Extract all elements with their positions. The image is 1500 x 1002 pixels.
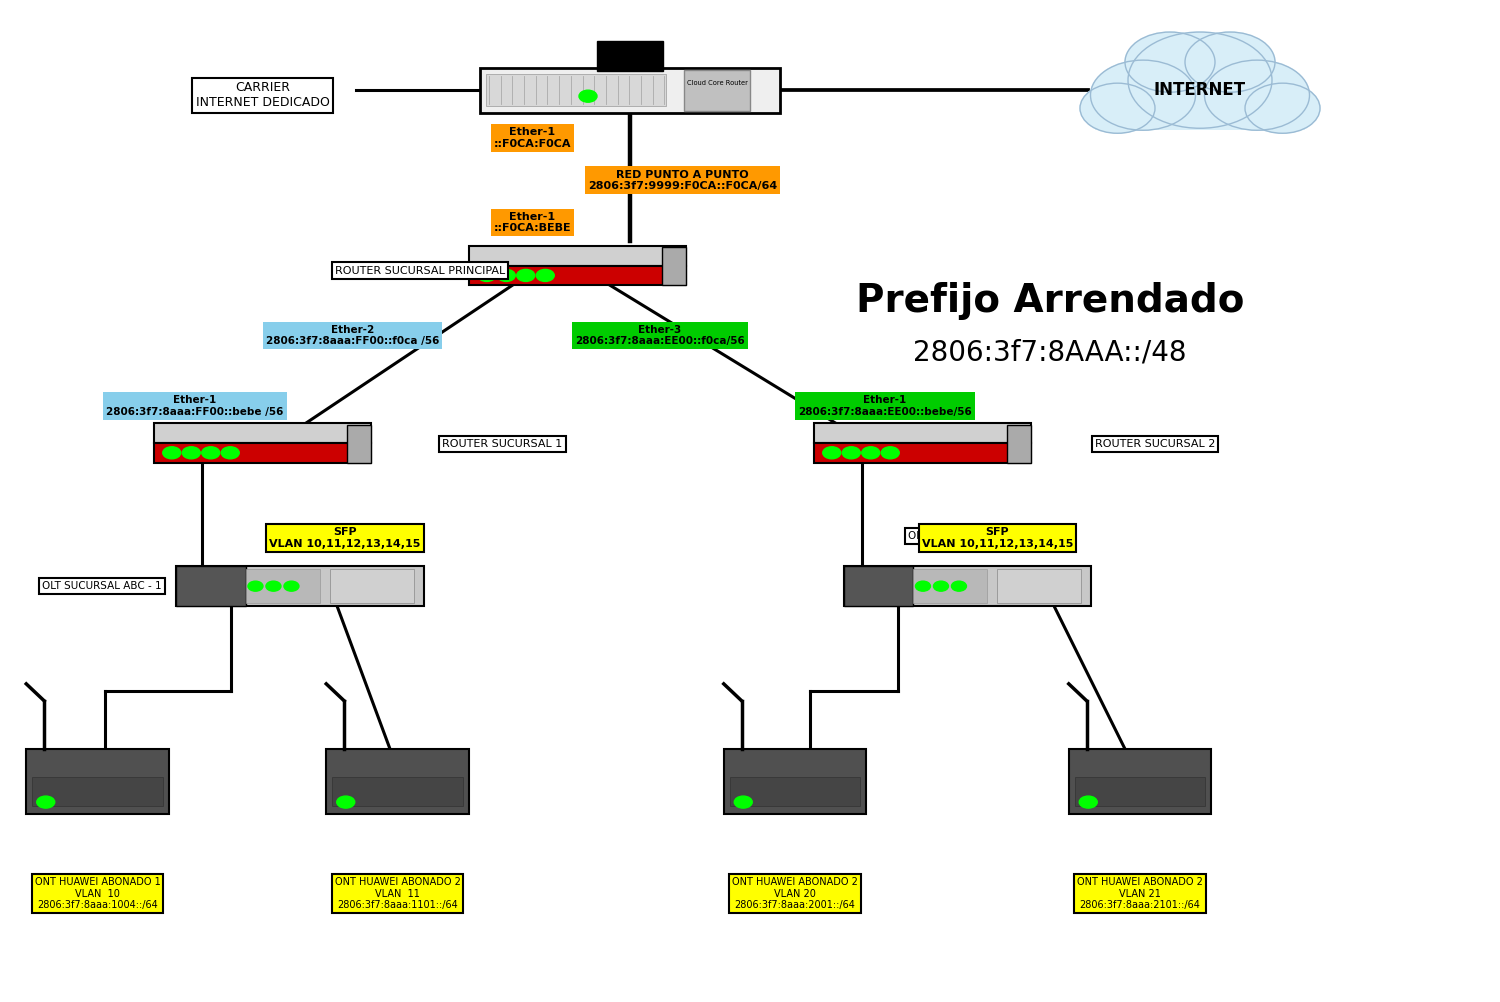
Circle shape (266, 581, 280, 591)
Text: SFP
VLAN 10,11,12,13,14,15: SFP VLAN 10,11,12,13,14,15 (922, 527, 1072, 549)
Text: Ether-1
2806:3f7:8aaa:EE00::bebe/56: Ether-1 2806:3f7:8aaa:EE00::bebe/56 (798, 395, 972, 417)
Circle shape (1080, 796, 1096, 808)
Circle shape (579, 90, 597, 102)
FancyBboxPatch shape (468, 245, 686, 266)
FancyBboxPatch shape (327, 749, 468, 814)
Circle shape (1080, 83, 1155, 133)
Circle shape (248, 581, 262, 591)
Text: ROUTER SUCURSAL 2: ROUTER SUCURSAL 2 (1095, 439, 1215, 449)
FancyBboxPatch shape (153, 423, 372, 443)
FancyBboxPatch shape (1008, 425, 1032, 463)
Text: OLT SUCURSAL ABC - 2: OLT SUCURSAL ABC - 2 (908, 531, 1028, 541)
FancyBboxPatch shape (843, 566, 914, 606)
FancyBboxPatch shape (486, 74, 666, 106)
FancyBboxPatch shape (333, 777, 462, 806)
Circle shape (516, 270, 534, 282)
Text: ROUTER SUCURSAL 1: ROUTER SUCURSAL 1 (442, 439, 562, 449)
FancyBboxPatch shape (346, 425, 372, 463)
Text: SFP
VLAN 10,11,12,13,14,15: SFP VLAN 10,11,12,13,14,15 (270, 527, 420, 549)
FancyBboxPatch shape (246, 569, 320, 603)
Circle shape (1245, 83, 1320, 133)
Text: Ether-3
2806:3f7:8aaa:EE00::f0ca/56: Ether-3 2806:3f7:8aaa:EE00::f0ca/56 (574, 325, 746, 347)
FancyBboxPatch shape (597, 41, 663, 70)
Circle shape (338, 796, 356, 808)
Text: ONT HUAWEI ABONADO 2
VLAN  11
2806:3f7:8aaa:1101::/64: ONT HUAWEI ABONADO 2 VLAN 11 2806:3f7:8a… (334, 877, 460, 911)
Circle shape (477, 270, 495, 282)
Text: Ether-1
::F0CA:BEBE: Ether-1 ::F0CA:BEBE (494, 211, 572, 233)
Circle shape (1128, 32, 1272, 128)
Circle shape (882, 447, 900, 459)
Circle shape (951, 581, 966, 591)
Circle shape (843, 447, 861, 459)
Circle shape (861, 447, 879, 459)
Circle shape (183, 447, 201, 459)
Text: CARRIER
INTERNET DEDICADO: CARRIER INTERNET DEDICADO (195, 81, 330, 109)
Text: ONT HUAWEI ABONADO 2
VLAN 20
2806:3f7:8aaa:2001::/64: ONT HUAWEI ABONADO 2 VLAN 20 2806:3f7:8a… (732, 877, 858, 911)
Circle shape (1090, 60, 1196, 130)
Text: Cloud Core Router: Cloud Core Router (687, 80, 747, 86)
Text: Ether-2
2806:3f7:8aaa:FF00::f0ca /56: Ether-2 2806:3f7:8aaa:FF00::f0ca /56 (266, 325, 440, 347)
Text: ROUTER SUCURSAL PRINCIPAL: ROUTER SUCURSAL PRINCIPAL (334, 266, 506, 276)
Text: Ether-1
::F0CA:F0CA: Ether-1 ::F0CA:F0CA (494, 127, 572, 149)
FancyBboxPatch shape (730, 777, 861, 806)
FancyBboxPatch shape (998, 569, 1082, 603)
FancyBboxPatch shape (1074, 777, 1206, 806)
Text: OLT SUCURSAL ABC - 1: OLT SUCURSAL ABC - 1 (42, 581, 162, 591)
Text: Prefijo Arrendado: Prefijo Arrendado (856, 282, 1244, 320)
Circle shape (498, 270, 516, 282)
Circle shape (933, 581, 948, 591)
Circle shape (1125, 32, 1215, 92)
FancyBboxPatch shape (724, 749, 867, 814)
Circle shape (735, 796, 753, 808)
Circle shape (222, 447, 240, 459)
Circle shape (1185, 32, 1275, 92)
FancyBboxPatch shape (813, 423, 1032, 443)
Circle shape (537, 270, 555, 282)
FancyBboxPatch shape (153, 443, 372, 463)
Circle shape (822, 447, 840, 459)
FancyBboxPatch shape (468, 266, 686, 286)
FancyBboxPatch shape (480, 68, 780, 112)
FancyBboxPatch shape (813, 443, 1032, 463)
Text: INTERNET: INTERNET (1154, 81, 1246, 99)
FancyBboxPatch shape (177, 566, 246, 606)
Text: ONT HUAWEI ABONADO 1
VLAN  10
2806:3f7:8aaa:1004::/64: ONT HUAWEI ABONADO 1 VLAN 10 2806:3f7:8a… (34, 877, 160, 911)
Text: RED PUNTO A PUNTO
2806:3f7:9999:F0CA::F0CA/64: RED PUNTO A PUNTO 2806:3f7:9999:F0CA::F0… (588, 169, 777, 191)
Circle shape (1204, 60, 1310, 130)
Circle shape (201, 447, 219, 459)
FancyBboxPatch shape (177, 566, 424, 606)
Circle shape (284, 581, 298, 591)
Circle shape (915, 581, 930, 591)
FancyBboxPatch shape (684, 70, 750, 110)
FancyBboxPatch shape (843, 566, 1090, 606)
FancyBboxPatch shape (1095, 105, 1305, 130)
FancyBboxPatch shape (663, 247, 686, 286)
FancyBboxPatch shape (914, 569, 987, 603)
Text: Ether-1
2806:3f7:8aaa:FF00::bebe /56: Ether-1 2806:3f7:8aaa:FF00::bebe /56 (106, 395, 284, 417)
FancyBboxPatch shape (27, 749, 168, 814)
FancyBboxPatch shape (330, 569, 414, 603)
Text: ONT HUAWEI ABONADO 2
VLAN 21
2806:3f7:8aaa:2101::/64: ONT HUAWEI ABONADO 2 VLAN 21 2806:3f7:8a… (1077, 877, 1203, 911)
FancyBboxPatch shape (1068, 749, 1212, 814)
Circle shape (162, 447, 180, 459)
FancyBboxPatch shape (33, 777, 162, 806)
Circle shape (36, 796, 54, 808)
Text: 2806:3f7:8AAA::/48: 2806:3f7:8AAA::/48 (914, 339, 1186, 367)
